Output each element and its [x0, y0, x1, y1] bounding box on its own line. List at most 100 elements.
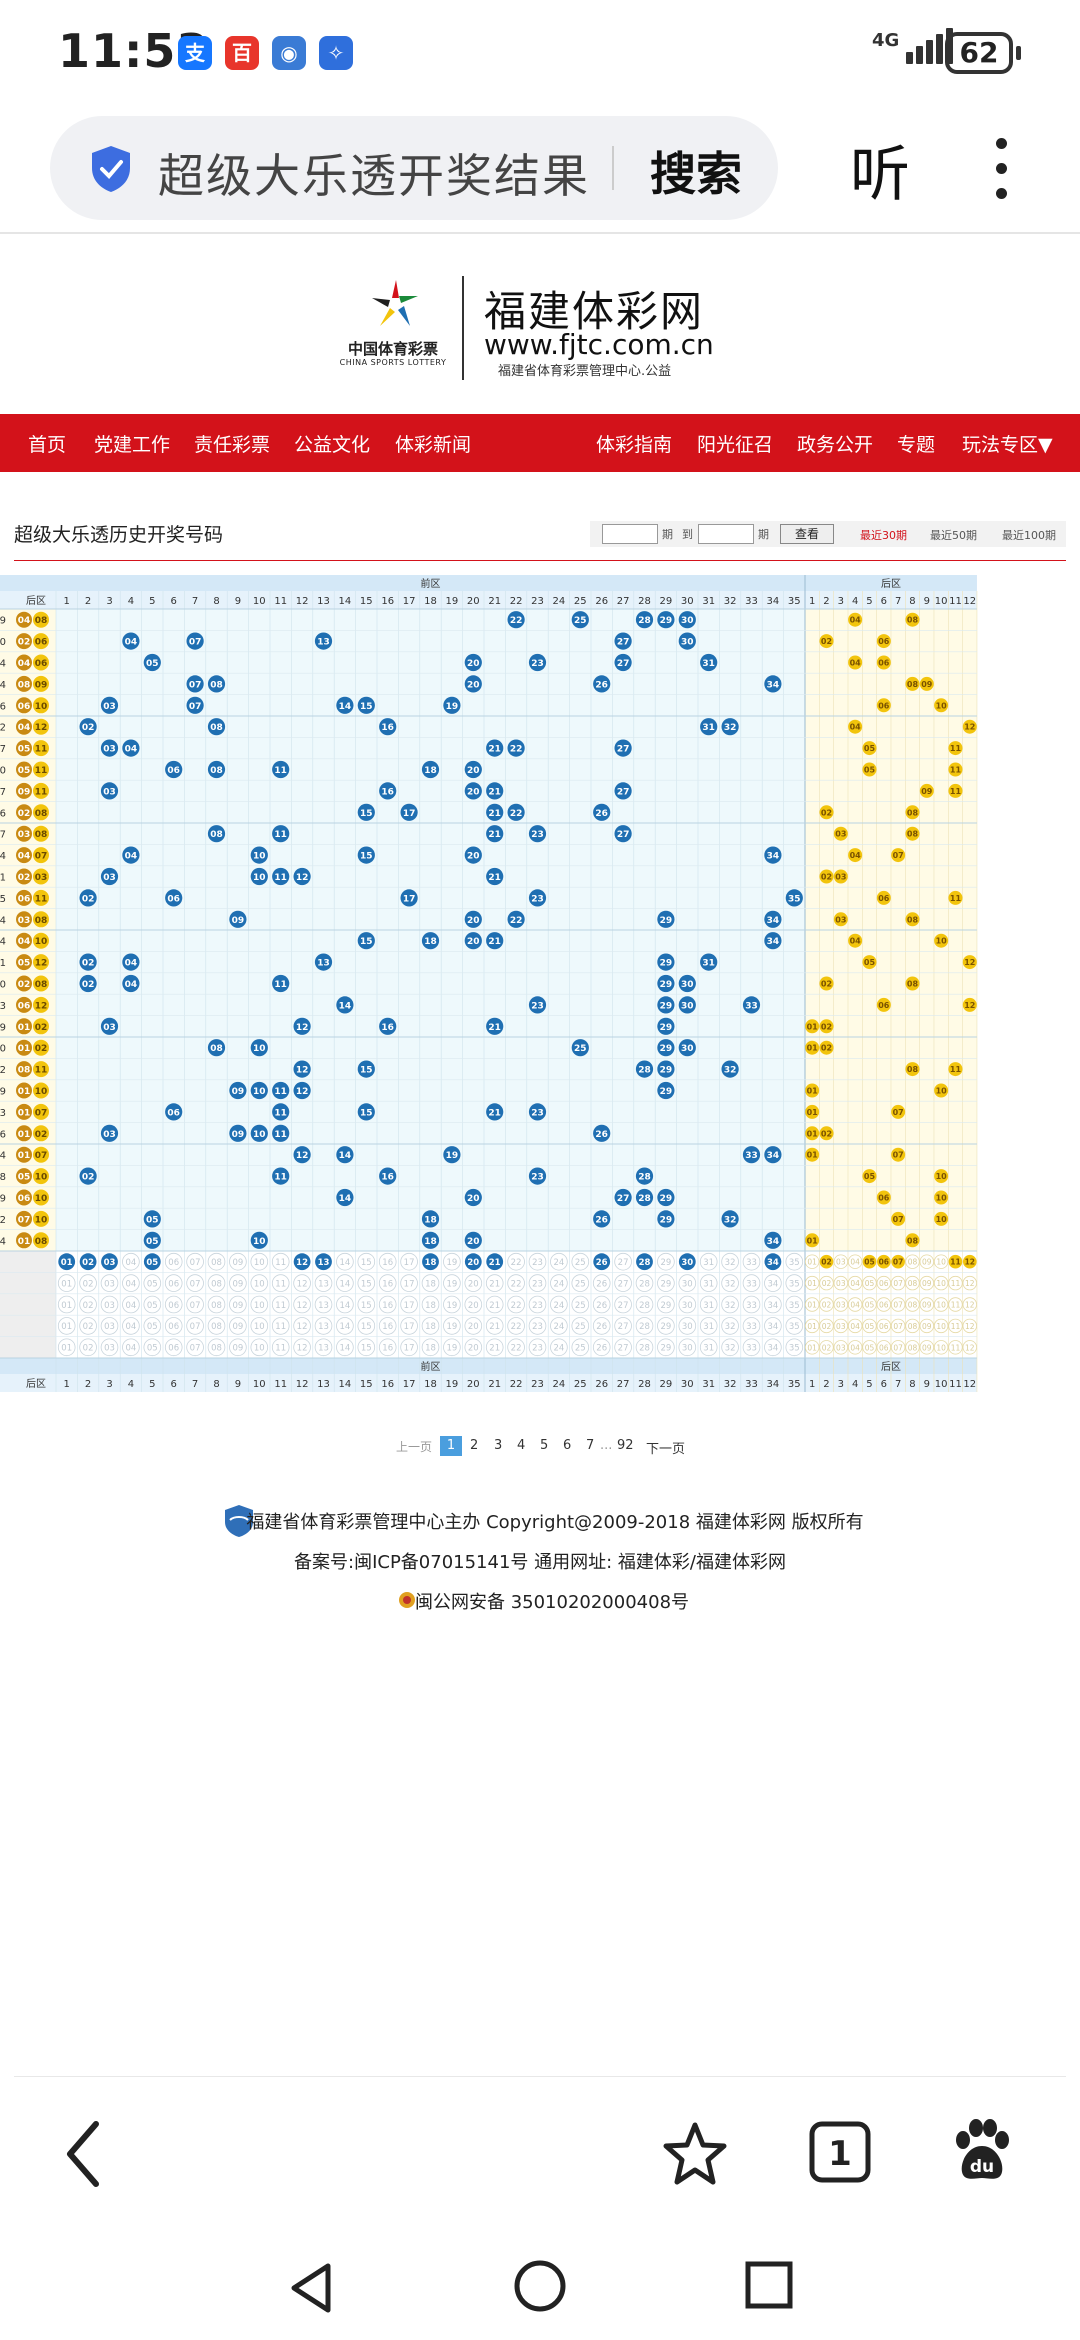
page-6[interactable]: 6	[563, 1438, 572, 1453]
empty-front-ball	[421, 1274, 440, 1292]
baidu-paw-icon[interactable]: du	[952, 2118, 1012, 2184]
ball-label: 03	[104, 1301, 115, 1311]
front-ball	[657, 1017, 675, 1035]
back-ball	[962, 997, 977, 1012]
number-header-band	[0, 591, 977, 609]
front-ball	[528, 1167, 547, 1185]
empty-front-ball	[122, 1295, 140, 1314]
back-ball-label: 12	[964, 723, 975, 732]
nav-item-3[interactable]: 公益文化	[294, 434, 371, 456]
empty-front-ball	[443, 1338, 461, 1357]
back-ball-label: 10	[936, 1194, 948, 1203]
empty-back-ball	[948, 1340, 963, 1355]
front-ball-label: 25	[574, 616, 587, 626]
front-ball	[678, 632, 696, 650]
page-1[interactable]: 1	[440, 1436, 462, 1456]
view-button[interactable]: 查看	[780, 524, 834, 544]
front-ball	[379, 782, 397, 800]
front-ball	[571, 611, 589, 629]
nav-item-5[interactable]: 体彩指南	[596, 434, 673, 456]
issue-ball-label: 01	[18, 1108, 31, 1118]
empty-front-ball	[785, 1317, 804, 1335]
prev-page-link[interactable]: 上一页	[396, 1440, 433, 1454]
ball-label: 03	[836, 1322, 846, 1331]
ball-label: 09	[232, 1258, 243, 1268]
ball-label: 35	[789, 1301, 800, 1311]
ball-label: 02	[83, 1322, 94, 1332]
front-col-header: 34	[767, 596, 780, 607]
front-ball-label: 19	[446, 702, 459, 712]
search-query[interactable]: 超级大乐透开奖结果	[158, 149, 590, 203]
back-ball-label: 11	[950, 1065, 962, 1074]
back-ball	[876, 997, 891, 1012]
ball-label: 03	[836, 1301, 846, 1310]
issue-suffix: 30	[0, 637, 6, 648]
front-ball-label: 08	[210, 1044, 223, 1054]
front-ball	[379, 1017, 397, 1035]
search-bar[interactable]: 超级大乐透开奖结果 搜索	[50, 116, 778, 220]
back-ball	[876, 1190, 891, 1205]
front-ball	[100, 739, 119, 757]
empty-front-ball	[421, 1317, 440, 1335]
recent-100-link[interactable]: 最近100期	[1002, 529, 1056, 542]
tabs-count-icon[interactable]: 1	[808, 2120, 872, 2184]
empty-back-ball	[933, 1297, 949, 1312]
search-button[interactable]: 搜索	[650, 147, 742, 201]
ball-label: 01	[807, 1279, 817, 1288]
front-ball	[635, 1167, 654, 1185]
front-ball	[207, 760, 226, 779]
page-2[interactable]: 2	[470, 1438, 479, 1453]
front-ball-label: 18	[424, 937, 437, 947]
back-ball-label: 03	[835, 873, 846, 882]
front-col-header: 17	[403, 1379, 416, 1390]
back-ball	[876, 890, 891, 905]
ball-label: 06	[168, 1258, 179, 1268]
icp-text[interactable]: 备案号:闽ICP备07015141号 通用网址: 福建体彩/福建体彩网	[294, 1552, 786, 1573]
nav-item-9[interactable]: 玩法专区▼	[962, 434, 1053, 456]
nav-item-8[interactable]: 专题	[897, 434, 936, 456]
nav-item-1[interactable]: 党建工作	[94, 434, 171, 456]
next-page-link[interactable]: 下一页	[646, 1442, 686, 1457]
issue-from-input[interactable]	[602, 524, 658, 544]
issue-to-input[interactable]	[698, 524, 754, 544]
page-3[interactable]: 3	[494, 1438, 503, 1453]
nav-item-4[interactable]: 体彩新闻	[395, 434, 472, 456]
front-col-header: 16	[381, 596, 394, 607]
ball-label: 16	[382, 1322, 393, 1332]
front-ball-label: 10	[253, 1237, 266, 1247]
police-record-text[interactable]: 闽公网安备 35010202000408号	[414, 1592, 690, 1613]
system-back-icon[interactable]	[286, 2260, 336, 2316]
nav-item-2[interactable]: 责任彩票	[194, 434, 271, 456]
issue-ball	[16, 1125, 32, 1142]
nav-item-0[interactable]: 首页	[28, 434, 67, 456]
back-col-header: 9	[924, 596, 930, 607]
more-menu-icon[interactable]	[996, 138, 1010, 199]
issue-suffix: 29	[0, 616, 6, 627]
ball-label: 29	[660, 1344, 671, 1354]
page-4[interactable]: 4	[517, 1438, 526, 1453]
site-logo[interactable]: 中国体育彩票 CHINA SPORTS LOTTERY 福建体彩网 www.fj…	[338, 276, 758, 386]
back-arrow-icon[interactable]	[62, 2118, 106, 2190]
empty-front-ball	[100, 1295, 119, 1314]
page-last[interactable]: 92	[617, 1438, 634, 1453]
back-ball-label: 07	[893, 851, 904, 860]
star-bookmark-icon[interactable]	[660, 2120, 730, 2188]
system-recents-icon[interactable]	[744, 2260, 794, 2310]
issue-ball-label: 10	[35, 937, 48, 947]
issue-ball	[33, 782, 49, 799]
front-ball-label: 29	[660, 980, 673, 990]
back-col-header: 8	[909, 596, 915, 607]
nav-item-7[interactable]: 政务公开	[797, 434, 874, 456]
empty-front-ball	[699, 1274, 718, 1292]
page-7[interactable]: 7	[586, 1438, 595, 1453]
recent-50-link[interactable]: 最近50期	[930, 529, 977, 542]
system-home-icon[interactable]	[512, 2258, 568, 2314]
nav-item-6[interactable]: 阳光征召	[697, 434, 774, 456]
issue-suffix: 32	[0, 1065, 6, 1076]
news-app-icon: 百	[225, 36, 259, 70]
recent-30-link[interactable]: 最近30期	[860, 529, 907, 542]
page-5[interactable]: 5	[540, 1438, 549, 1453]
front-col-header: 6	[171, 1379, 177, 1390]
front-ball	[464, 1231, 482, 1249]
listen-button[interactable]: 听	[850, 140, 910, 210]
